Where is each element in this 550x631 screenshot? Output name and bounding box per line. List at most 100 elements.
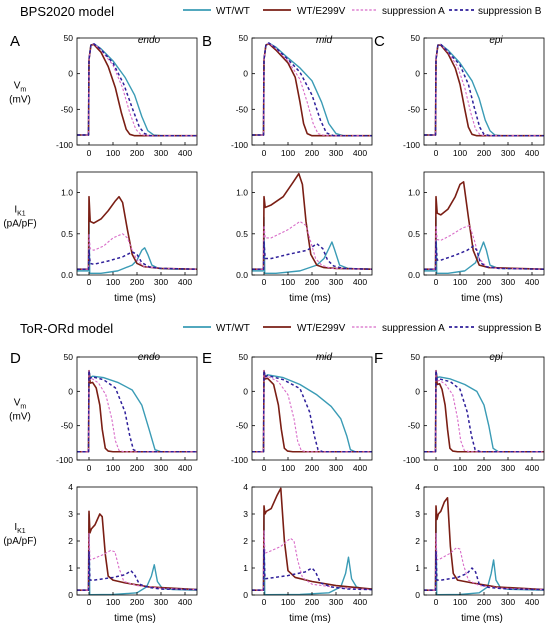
x-tick-label: 200 — [130, 277, 144, 287]
x-tick-label: 0 — [262, 597, 267, 607]
legend: WT/WT WT/E299V suppression A suppression B — [183, 6, 542, 17]
x-tick-label: 400 — [178, 463, 192, 473]
y-tick-label: 0.5 — [236, 229, 248, 239]
x-tick-label: 100 — [281, 463, 295, 473]
series-line-mut — [424, 44, 544, 137]
x-tick-label: 100 — [106, 463, 120, 473]
series-line-wt — [424, 43, 544, 137]
x-tick-label: 300 — [329, 463, 343, 473]
series-line-supB — [424, 369, 544, 453]
chart-D-IK1: 0 100 200 300 400 0 1 2 3 4 — [68, 482, 198, 607]
panel-letter: F — [374, 350, 383, 367]
series-line-mut — [252, 487, 373, 591]
y-tick-label: 0 — [68, 69, 73, 79]
y-label-subscript: m — [20, 404, 26, 411]
x-tick-label: 300 — [154, 597, 168, 607]
cell-type-label: epi — [489, 352, 503, 363]
series-line-supA — [252, 42, 372, 137]
y-tick-label: 0 — [68, 590, 73, 600]
series-line-supA — [77, 532, 198, 591]
x-tick-label: 200 — [305, 463, 319, 473]
series-line-supB — [424, 241, 545, 270]
series-line-supA — [77, 370, 197, 453]
y-tick-label: -100 — [403, 140, 420, 150]
y-tick-label: 50 — [239, 352, 249, 362]
y-tick-label: 0.5 — [61, 229, 73, 239]
x-tick-label: 400 — [353, 148, 367, 158]
x-tick-label: 0 — [434, 463, 439, 473]
y-label-subscript: m — [20, 87, 26, 94]
legend-label-supA: suppression A — [382, 323, 445, 334]
x-tick-label: 0 — [262, 277, 267, 287]
y-tick-label: 1 — [415, 563, 420, 573]
cell-type-label: endo — [138, 35, 161, 46]
x-tick-label: 200 — [477, 597, 491, 607]
series-line-supA — [252, 529, 373, 591]
plot-frame — [423, 37, 545, 146]
x-tick-label: 0 — [434, 277, 439, 287]
x-tick-label: 400 — [353, 597, 367, 607]
x-tick-label: 100 — [453, 597, 467, 607]
x-tick-label: 300 — [501, 148, 515, 158]
x-tick-label: 0 — [434, 148, 439, 158]
y-tick-label: 0.0 — [236, 270, 248, 280]
y-tick-label: -50 — [236, 104, 249, 114]
series-line-wt — [77, 216, 197, 275]
y-tick-label: 0 — [68, 386, 73, 396]
chart-A-IK1: 0 100 200 300 400 0.0 0.5 1.0 — [61, 171, 198, 287]
y-tick-label: 3 — [243, 509, 248, 519]
series-line-wt — [424, 370, 544, 453]
x-tick-label: 400 — [353, 463, 367, 473]
y-tick-label: 50 — [411, 352, 421, 362]
y-tick-label: 0 — [415, 590, 420, 600]
cell-type-label: epi — [489, 35, 503, 46]
plot-frame — [423, 356, 545, 461]
legend-label-mut: WT/E299V — [297, 323, 346, 334]
series-line-supB — [252, 241, 373, 270]
x-tick-label: 200 — [477, 277, 491, 287]
x-tick-label: 400 — [178, 148, 192, 158]
x-tick-label: 300 — [154, 277, 168, 287]
legend-label-supB: suppression B — [478, 323, 542, 334]
chart-E-Vm: 0 100 200 300 400 -100 -50 0 50 — [231, 352, 373, 473]
plot-frame — [251, 356, 373, 461]
y-label-symbol: V — [14, 398, 21, 409]
svg-text:Vm: Vm — [14, 398, 27, 411]
series-line-mut — [252, 172, 373, 271]
x-tick-label: 0 — [434, 597, 439, 607]
y-tick-label: -50 — [61, 104, 74, 114]
chart-B-Vm: 0 100 200 300 400 -100 -50 0 50 — [231, 33, 373, 158]
x-tick-label: 400 — [525, 463, 539, 473]
chart-E-IK1: 0 100 200 300 400 0 1 2 3 4 — [243, 482, 373, 607]
series-line-supA — [424, 370, 544, 453]
x-tick-label: 200 — [305, 597, 319, 607]
x-tick-label: 100 — [453, 148, 467, 158]
y-tick-label: -50 — [408, 421, 421, 431]
svg-text:IK1: IK1 — [14, 205, 25, 218]
y-tick-label: -100 — [231, 455, 248, 465]
x-tick-label: 0 — [87, 148, 92, 158]
x-axis-label: time (ms) — [461, 293, 503, 304]
x-tick-label: 200 — [305, 277, 319, 287]
y-tick-label: -50 — [61, 421, 74, 431]
x-tick-label: 300 — [501, 463, 515, 473]
series-line-supB — [252, 369, 372, 453]
y-tick-label: 0.0 — [61, 270, 73, 280]
y-tick-label: 0.0 — [408, 270, 420, 280]
x-tick-label: 300 — [501, 277, 515, 287]
y-tick-label: 50 — [239, 33, 249, 43]
series-line-mut — [252, 369, 372, 453]
y-axis-label: IK1(pA/pF) — [3, 205, 36, 230]
plot-frame — [251, 486, 373, 596]
x-tick-label: 200 — [305, 148, 319, 158]
series-line-mut — [424, 497, 545, 591]
y-label-subscript: K1 — [17, 528, 26, 535]
y-tick-label: 2 — [243, 536, 248, 546]
x-tick-label: 300 — [154, 148, 168, 158]
y-tick-label: 2 — [68, 536, 73, 546]
cell-type-label: endo — [138, 352, 161, 363]
series-line-mut — [77, 510, 198, 591]
plot-frame — [76, 356, 198, 461]
x-tick-label: 300 — [329, 597, 343, 607]
y-tick-label: 0 — [243, 69, 248, 79]
